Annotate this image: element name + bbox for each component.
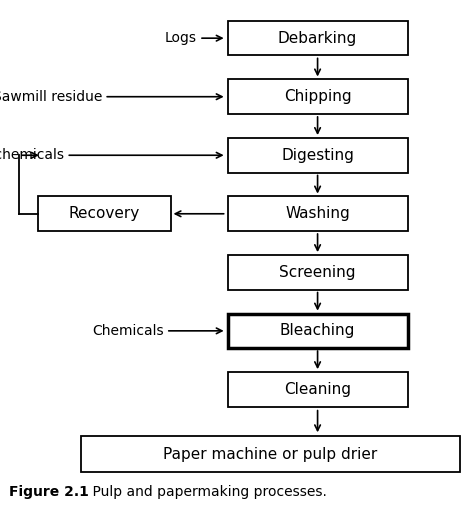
Text: Bleaching: Bleaching: [280, 323, 356, 338]
Text: Chemicals: Chemicals: [92, 324, 164, 338]
Text: Pulp and papermaking processes.: Pulp and papermaking processes.: [75, 485, 327, 499]
Bar: [228, 21, 408, 55]
Bar: [228, 255, 408, 290]
Text: Chipping: Chipping: [284, 89, 351, 104]
Bar: [81, 436, 460, 472]
Text: Recovery: Recovery: [69, 206, 140, 221]
Text: Digesting: Digesting: [281, 148, 354, 163]
Bar: [228, 372, 408, 407]
Text: Debarking: Debarking: [278, 31, 357, 46]
Bar: [228, 314, 408, 348]
Bar: [38, 196, 171, 231]
Text: Washing: Washing: [285, 206, 350, 221]
Text: Logs: Logs: [164, 31, 197, 45]
Text: Sawmill residue: Sawmill residue: [0, 90, 102, 104]
Bar: [228, 196, 408, 231]
Text: Pulping chemicals: Pulping chemicals: [0, 148, 64, 162]
Text: Cleaning: Cleaning: [284, 382, 351, 397]
Text: Figure 2.1: Figure 2.1: [9, 485, 90, 499]
Bar: [228, 79, 408, 114]
Text: Screening: Screening: [279, 265, 356, 280]
Bar: [228, 138, 408, 173]
Text: Paper machine or pulp drier: Paper machine or pulp drier: [163, 446, 377, 462]
